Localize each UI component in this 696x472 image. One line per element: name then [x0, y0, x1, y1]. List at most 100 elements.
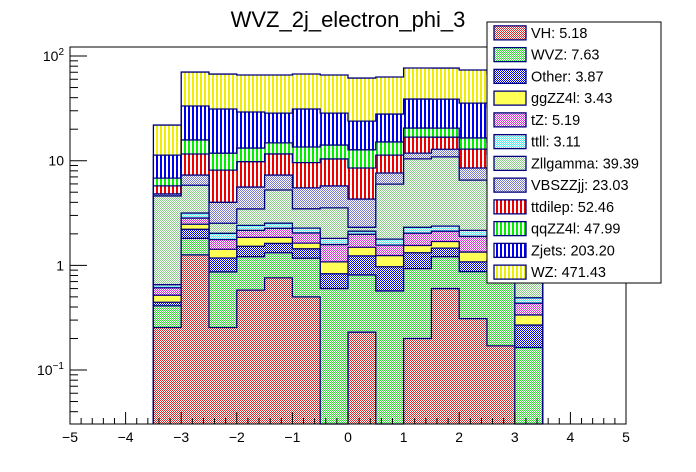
bar-Other-bin-10: [431, 248, 460, 257]
legend-swatch: [493, 133, 527, 150]
bar-Zllgamma-bin-9: [403, 158, 432, 228]
bar-Zjets-bin-3: [236, 111, 265, 149]
bar-VH-bin-2: [209, 327, 237, 424]
legend-label: ttdilep: 52.46: [531, 200, 614, 216]
bar-Zjets-bin-6: [320, 113, 348, 146]
legend-entry-ttdilep: ttdilep: 52.46: [493, 199, 614, 216]
x-tick-label: 1: [400, 429, 408, 445]
bar-WVZ-bin-6: [320, 288, 348, 424]
bar-VH-bin-5: [292, 296, 321, 424]
legend-box: [486, 21, 662, 284]
bar-WZ-bin-10: [431, 68, 460, 100]
legend-label: qqZZ4l: 47.99: [531, 222, 620, 238]
legend-label: WZ: 471.43: [531, 265, 606, 281]
bar-Zjets-bin-0: [153, 155, 182, 179]
bar-tZ-bin-9: [403, 233, 432, 246]
bar-WVZ-bin-3: [236, 256, 265, 291]
bar-WZ-bin-9: [403, 68, 432, 100]
bar-tZ-bin-6: [320, 244, 348, 262]
bar-ggZZ4l-bin-0: [153, 295, 182, 303]
bar-tZ-bin-10: [431, 231, 460, 242]
bar-Other-bin-4: [264, 243, 293, 253]
bar-qqZZ4l-bin-0: [153, 178, 182, 186]
bar-VBSZZjj-bin-9: [403, 153, 432, 159]
bar-ttll-bin-13: [514, 297, 543, 304]
legend-entry-ggZZ4l: ggZZ4l: 3.43: [493, 90, 612, 107]
bar-tZ-bin-5: [292, 232, 321, 244]
bar-VH-bin-0: [153, 327, 182, 424]
bar-ggZZ4l-bin-10: [431, 241, 460, 249]
bar-WVZ-bin-8: [375, 290, 404, 424]
bar-VH-bin-10: [431, 288, 460, 424]
legend-label: Zjets: 203.20: [531, 243, 615, 259]
bar-Zllgamma-bin-6: [320, 207, 348, 239]
bar-WVZ-bin-2: [209, 271, 237, 328]
bar-tZ-bin-2: [209, 239, 237, 250]
y-tick-label: 10−1: [37, 361, 64, 378]
legend-swatch: [493, 199, 527, 215]
bar-WZ-bin-4: [264, 74, 293, 114]
bar-Zjets-bin-9: [403, 99, 432, 129]
bar-Other-bin-5: [292, 248, 321, 259]
bar-Zjets-bin-4: [264, 113, 293, 143]
legend-label: WVZ: 7.63: [531, 48, 600, 64]
bar-VH-bin-4: [264, 277, 293, 424]
bar-ttdilep-bin-4: [264, 153, 293, 176]
bar-Zllgamma-bin-3: [236, 208, 265, 226]
bar-ttll-bin-6: [320, 238, 348, 245]
bar-VBSZZjj-bin-3: [236, 187, 265, 209]
bar-VBSZZjj-bin-5: [292, 187, 321, 209]
bar-VH-bin-9: [403, 338, 432, 424]
bar-ggZZ4l-bin-8: [375, 255, 404, 267]
bar-ggZZ4l-bin-6: [320, 261, 348, 274]
bar-Other-bin-2: [209, 258, 237, 272]
legend-swatch: [493, 155, 527, 172]
bar-tZ-bin-7: [348, 234, 376, 248]
bar-Zllgamma-bin-1: [181, 185, 209, 214]
series-WZ: [152, 67, 544, 424]
bar-ttdilep-bin-0: [153, 185, 182, 194]
legend-swatch: [493, 68, 527, 85]
bar-WZ-bin-2: [209, 74, 237, 109]
bar-ggZZ4l-bin-13: [514, 314, 543, 326]
legend-swatch: [493, 220, 527, 237]
bar-ttll-bin-4: [264, 223, 293, 229]
x-tick-label: −4: [118, 429, 134, 445]
legend: VH: 5.18 WVZ: 7.63 Other: 3.87 ggZZ4l: 3.43…: [486, 21, 662, 284]
bar-Zllgamma-bin-4: [264, 189, 293, 224]
bar-ttdilep-bin-2: [209, 170, 237, 203]
legend-swatch: [493, 90, 527, 106]
bar-tZ-bin-1: [181, 218, 209, 225]
bar-ttll-bin-7: [348, 231, 376, 235]
bar-Zllgamma-bin-7: [348, 227, 376, 232]
bar-Zllgamma-bin-8: [375, 184, 404, 240]
bar-qqZZ4l-bin-11: [459, 137, 487, 150]
bar-qqZZ4l-bin-1: [181, 139, 209, 154]
bar-WZ-bin-11: [459, 70, 487, 104]
bar-Zllgamma-bin-2: [209, 223, 237, 234]
legend-swatch: [493, 242, 527, 259]
legend-label: ttll: 3.11: [531, 135, 581, 151]
bar-tZ-bin-13: [514, 303, 543, 315]
bar-Zjets-bin-5: [292, 108, 321, 148]
bar-ttll-bin-9: [403, 227, 432, 234]
legend-entry-Other: Other: 3.87: [493, 68, 604, 85]
x-tick-label: 0: [344, 429, 352, 445]
bar-Other-bin-13: [514, 325, 543, 348]
x-tick-label: −3: [173, 429, 189, 445]
bar-ttll-bin-5: [292, 228, 321, 233]
bar-Zllgamma-bin-5: [292, 208, 321, 229]
legend-label: ggZZ4l: 3.43: [531, 91, 612, 107]
bar-VBSZZjj-bin-8: [375, 172, 404, 185]
bar-WVZ-bin-11: [459, 271, 487, 319]
bar-Zjets-bin-8: [375, 114, 404, 142]
legend-label: Other: 3.87: [531, 69, 604, 85]
bar-Other-bin-0: [153, 302, 182, 306]
bar-ggZZ4l-bin-7: [348, 247, 376, 256]
legend-entry-qqZZ4l: qqZZ4l: 47.99: [493, 220, 620, 238]
bar-WVZ-bin-13: [514, 347, 543, 424]
bar-qqZZ4l-bin-3: [236, 148, 265, 162]
bar-ggZZ4l-bin-2: [209, 249, 237, 259]
bar-Zllgamma-bin-10: [431, 156, 460, 227]
